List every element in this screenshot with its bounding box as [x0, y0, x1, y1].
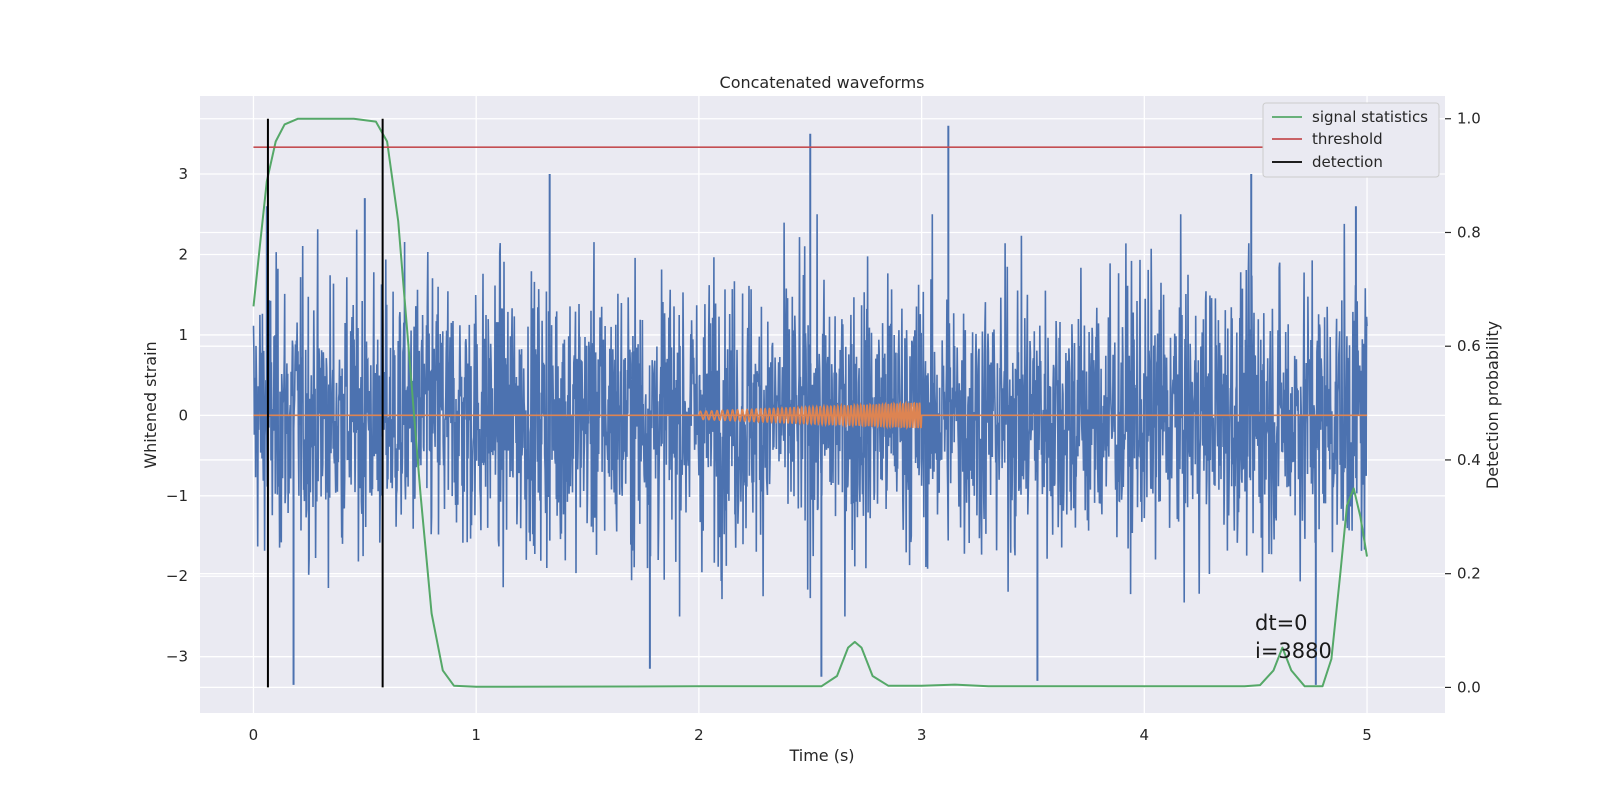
y-left-tick-label: −3 — [166, 648, 188, 666]
legend-label-threshold: threshold — [1312, 130, 1383, 148]
y-left-tick-label: −2 — [166, 567, 188, 585]
x-tick-label: 4 — [1140, 726, 1150, 744]
y-right-tick-label: 1.0 — [1457, 110, 1481, 128]
y-left-tick-label: 2 — [178, 245, 188, 263]
legend-label-signal-statistics: signal statistics — [1312, 108, 1428, 126]
annotation-dt: dt=0 — [1255, 611, 1308, 635]
y-left-tick-label: 0 — [178, 406, 188, 424]
chart-title: Concatenated waveforms — [720, 73, 925, 92]
y-axis-left-label: Whitened strain — [141, 341, 160, 468]
annotation-index: i=3880 — [1255, 639, 1332, 663]
x-tick-label: 2 — [694, 726, 704, 744]
signal-statistics-line — [252, 117, 1368, 688]
y-left-tick-label: 3 — [178, 165, 188, 183]
signal-statistics-series — [252, 117, 1368, 688]
y-right-tick-label: 0.2 — [1457, 565, 1481, 583]
legend: signal statistics threshold detection — [1262, 102, 1440, 178]
legend-label-detection: detection — [1312, 153, 1383, 171]
y-left-tick-label: 1 — [178, 326, 188, 344]
x-tick-label: 0 — [249, 726, 259, 744]
strain-line — [252, 214, 1368, 617]
y-right-tick-label: 0.8 — [1457, 223, 1481, 241]
y-right-tick-label: 0.4 — [1457, 451, 1481, 469]
injected-signal-series — [253, 400, 1368, 431]
legend-box — [1262, 102, 1440, 178]
y-axis-right-label: Detection probability — [1483, 321, 1502, 489]
x-tick-label: 3 — [917, 726, 927, 744]
x-tick-label: 5 — [1362, 726, 1372, 744]
y-right-tick-label: 0.6 — [1457, 337, 1481, 355]
y-right-tick-label: 0.0 — [1457, 678, 1481, 696]
x-tick-label: 1 — [471, 726, 481, 744]
y-left-tick-label: −1 — [166, 487, 188, 505]
injected-signal-chirp — [698, 400, 923, 431]
tick-layer: 0 1 2 3 4 5 −3 −2 −1 0 1 2 3 0.0 0.2 0.4 0.6 0.8 1.0 — [166, 110, 1481, 744]
x-axis-label: Time (s) — [788, 746, 854, 765]
strain-series — [252, 125, 1368, 685]
